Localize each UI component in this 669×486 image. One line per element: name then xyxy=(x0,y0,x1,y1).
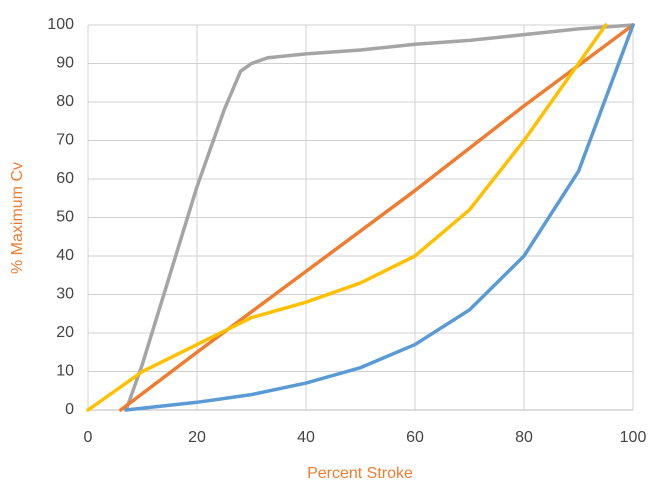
x-tick-label: 100 xyxy=(620,429,647,446)
y-tick-label: 90 xyxy=(56,55,74,72)
y-tick-label: 0 xyxy=(65,401,74,418)
x-tick-label: 40 xyxy=(297,429,315,446)
y-tick-label: 100 xyxy=(47,16,74,33)
y-tick-label: 10 xyxy=(56,363,74,380)
y-tick-label: 80 xyxy=(56,93,74,110)
y-tick-label: 40 xyxy=(56,247,74,264)
y-tick-label: 20 xyxy=(56,324,74,341)
x-axis-label: Percent Stroke xyxy=(307,465,413,482)
x-tick-label: 60 xyxy=(406,429,424,446)
y-tick-label: 50 xyxy=(56,209,74,226)
y-tick-label: 30 xyxy=(56,286,74,303)
page: Percent Stroke % Maximum Cv 0 10 20 30 40 50 6… xyxy=(0,0,669,486)
x-tick-label: 20 xyxy=(188,429,206,446)
y-tick-label: 70 xyxy=(56,132,74,149)
x-tick-label: 80 xyxy=(515,429,533,446)
y-axis-label: % Maximum Cv xyxy=(9,162,26,274)
chart: Percent Stroke % Maximum Cv 0 10 20 30 40 50 6… xyxy=(0,0,669,486)
y-tick-label: 60 xyxy=(56,170,74,187)
x-tick-label: 0 xyxy=(84,429,93,446)
